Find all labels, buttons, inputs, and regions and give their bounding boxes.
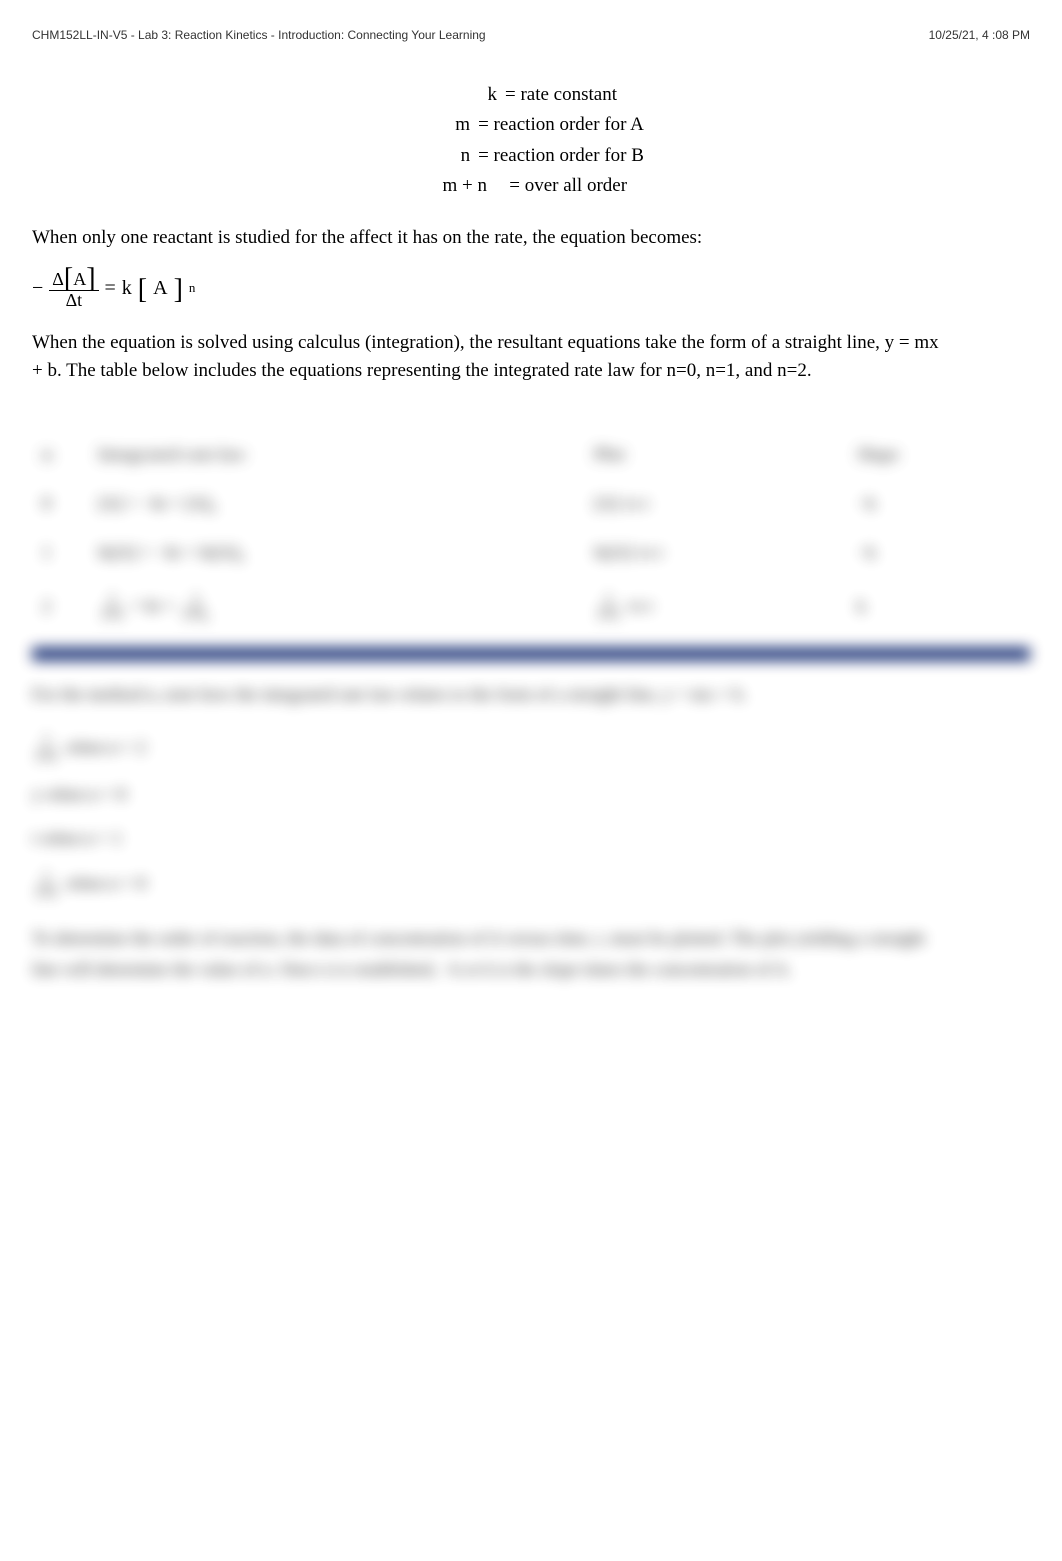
header-right: 10/25/21, 4 :08 PM	[929, 28, 1030, 42]
exponent-n: n	[189, 280, 196, 296]
table-row: 2 1[A] = kt + 1[A]₀ 1[A] vs t k	[32, 577, 1030, 638]
paragraph-2: When the equation is solved using calcul…	[32, 329, 952, 386]
blurred-content: For the method n, note how the integrate…	[32, 679, 932, 984]
def-sym: m	[418, 110, 478, 140]
col-slope: Slope	[847, 430, 1030, 479]
species-A: A	[73, 269, 86, 289]
cell-slope: −k	[847, 528, 1030, 577]
blurred-line: 1[A] when n = 2	[32, 732, 932, 765]
def-val: reaction order for A	[494, 110, 644, 140]
cell-slope: −k	[847, 479, 1030, 528]
minus-sign: −	[32, 277, 43, 300]
blurred-line: 1[A] when n = 0	[32, 868, 932, 901]
table-row: 1 ln[A] = −kt + ln[A]₀ ln[A] vs t −k	[32, 528, 1030, 577]
col-plot: Plot	[584, 430, 847, 479]
blurred-line: For the method n, note how the integrate…	[32, 679, 932, 710]
species-A: A	[153, 277, 167, 300]
header-left: CHM152LL-IN-V5 - Lab 3: Reaction Kinetic…	[32, 28, 486, 42]
paragraph-1: When only one reactant is studied for th…	[32, 224, 952, 253]
cell-slope: k	[847, 577, 1030, 638]
cell-plot: ln[A] vs t	[584, 528, 847, 577]
def-val: over all order	[525, 171, 627, 201]
cell-plot: 1[A] vs t	[584, 577, 847, 638]
cell-n: 0	[32, 479, 88, 528]
blurred-paragraph: To determine the order of reaction, the …	[32, 923, 932, 984]
cell-n: 1	[32, 528, 88, 577]
cell-plot: [A] vs t	[584, 479, 847, 528]
def-eq: =	[478, 145, 489, 166]
delta: Δ	[52, 269, 64, 289]
time-t: t	[77, 290, 82, 310]
cell-n: 2	[32, 577, 88, 638]
cell-law: [A] = −kt + [A]₀	[88, 479, 584, 528]
def-eq: =	[478, 114, 489, 135]
def-val: rate constant	[520, 80, 617, 110]
def-sym: m + n	[435, 171, 495, 201]
rate-equation: − Δ[A] Δt = k [A]n	[32, 266, 1030, 311]
def-eq: =	[509, 175, 520, 196]
page-header: CHM152LL-IN-V5 - Lab 3: Reaction Kinetic…	[32, 28, 1030, 42]
table-divider	[32, 647, 1030, 661]
def-sym: n	[418, 141, 478, 171]
blurred-line: y when n = 0	[32, 779, 932, 810]
table-row: 0 [A] = −kt + [A]₀ [A] vs t −k	[32, 479, 1030, 528]
def-val: reaction order for B	[494, 141, 644, 171]
rate-law-table: n Integrated rate law Plot Slope 0 [A] =…	[32, 430, 1030, 638]
col-n: n	[32, 430, 88, 479]
definitions-block: k= rate constant m= reaction order for A…	[32, 80, 1030, 202]
fraction: Δ[A] Δt	[49, 266, 98, 311]
def-eq: =	[505, 84, 516, 105]
cell-law: 1[A] = kt + 1[A]₀	[88, 577, 584, 638]
blurred-line: t when n = 1	[32, 823, 932, 854]
rate-law-table-region: n Integrated rate law Plot Slope 0 [A] =…	[32, 430, 1030, 662]
col-law: Integrated rate law	[88, 430, 584, 479]
equals: =	[105, 277, 116, 300]
cell-law: ln[A] = −kt + ln[A]₀	[88, 528, 584, 577]
def-sym: k	[445, 80, 505, 110]
rate-constant-k: k	[122, 277, 132, 300]
